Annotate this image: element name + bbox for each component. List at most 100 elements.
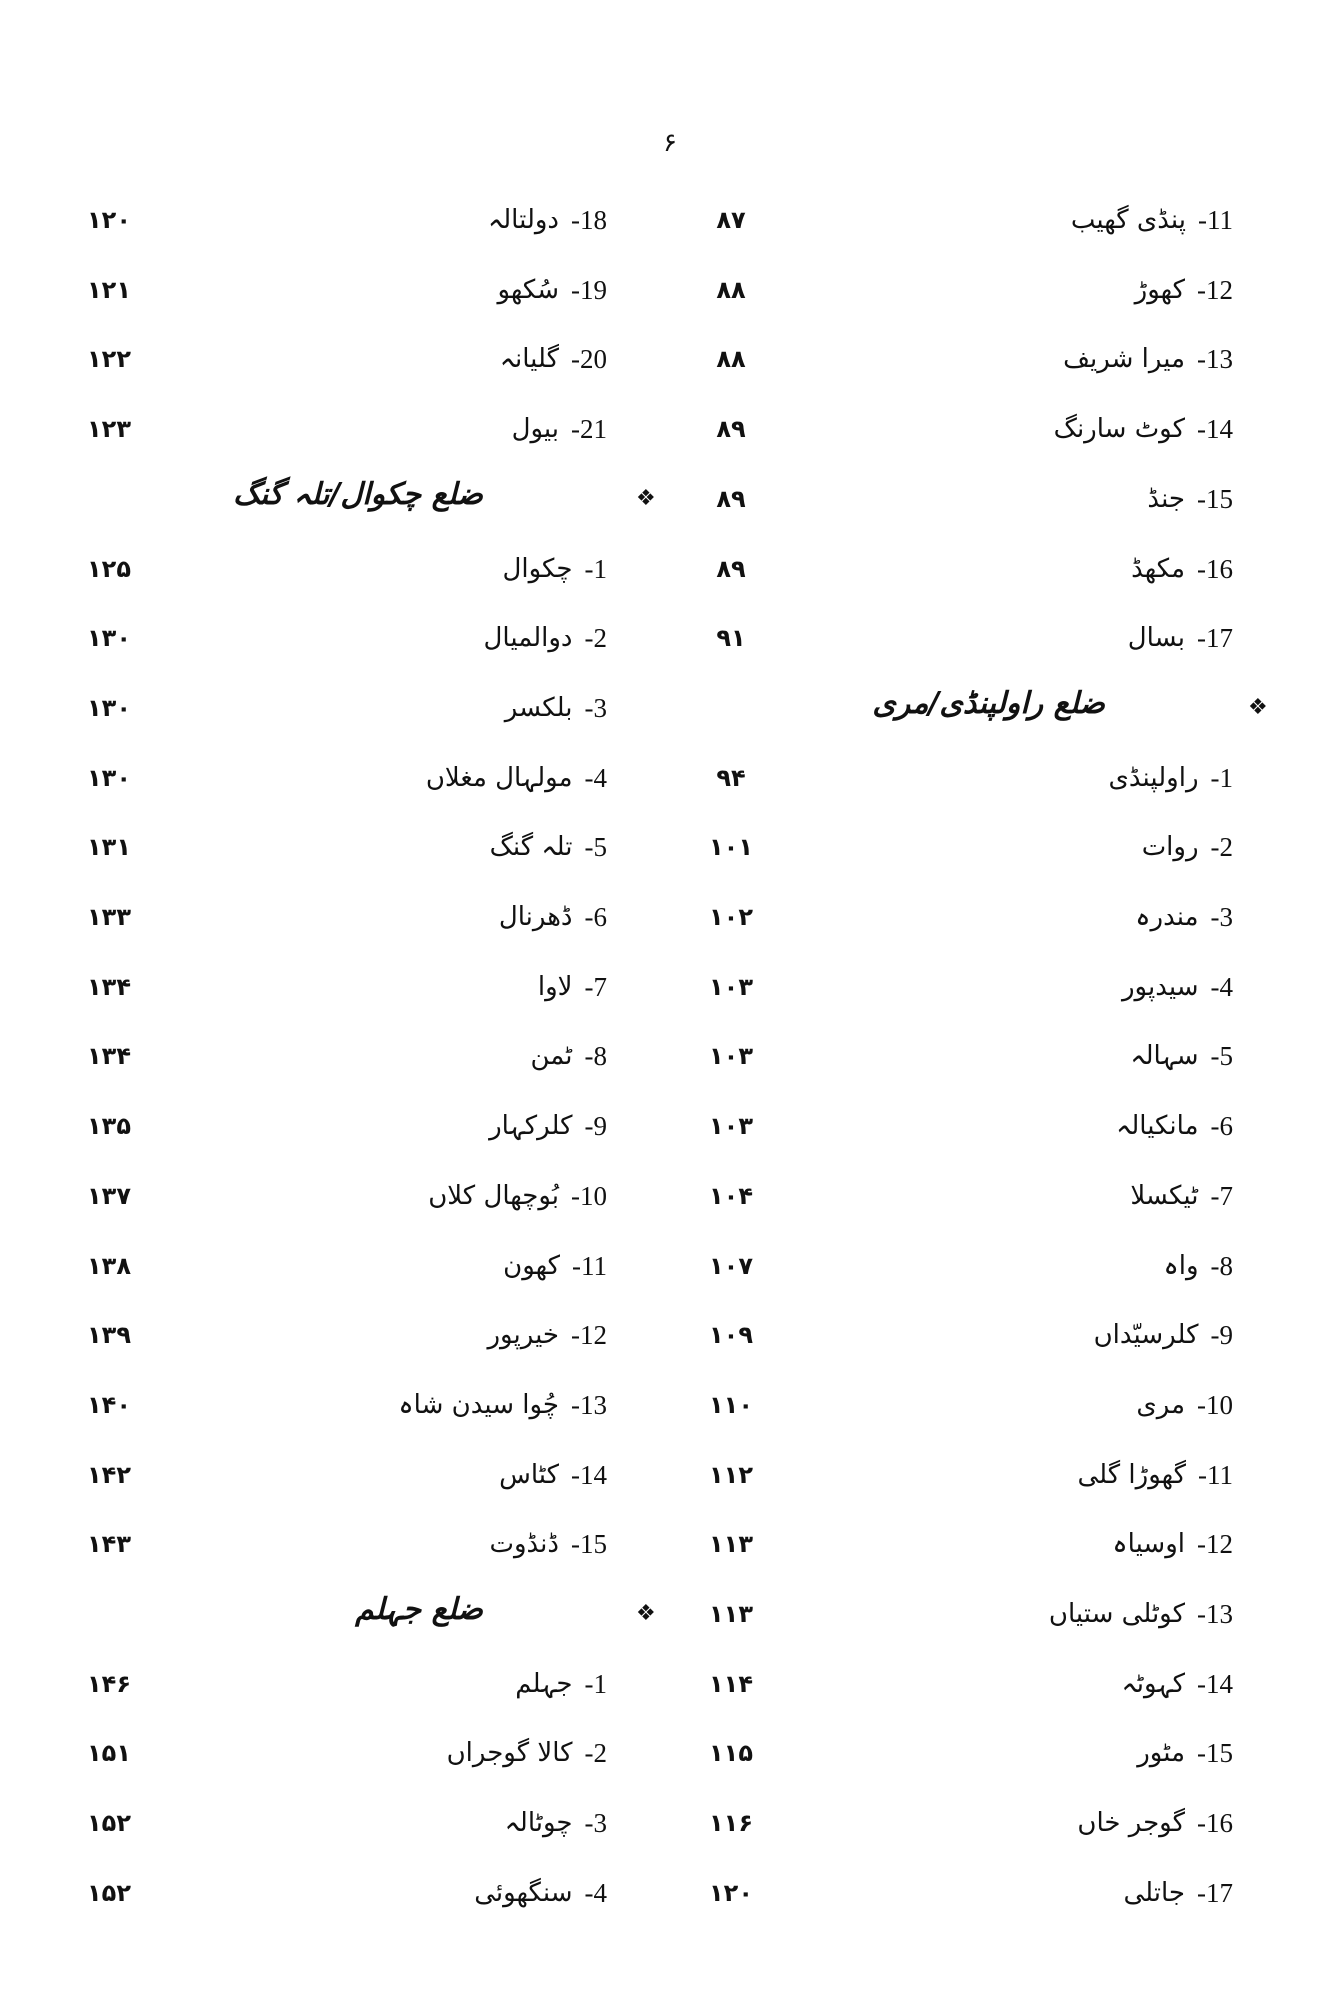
toc-entry: سنگھوئی -4 (180, 1873, 607, 1913)
entry-title: ٹیکسلا (1130, 1180, 1199, 1211)
entry-title: کالا گوجراں (446, 1738, 573, 1769)
entry-page-number: ۱۱۴ (709, 1669, 753, 1698)
toc-entry: گلیانہ -20 (180, 339, 607, 379)
toc-entry: سہالہ -5 (820, 1036, 1233, 1076)
entry-number: -14 (571, 1459, 607, 1490)
toc-entry: ڈھرنال -6 (180, 897, 607, 937)
toc-entry: کالا گوجراں -2 (180, 1733, 607, 1773)
entry-page-number: ۱۴۰ (87, 1390, 131, 1419)
entry-title: مٹور (1137, 1738, 1185, 1769)
entry-page-number: ۱۲۰ (709, 1878, 753, 1907)
toc-entry: چُوا سیدن شاہ -13 (180, 1385, 607, 1425)
entry-title: واہ (1163, 1250, 1199, 1281)
entry-page-number: ۱۰۲ (709, 903, 753, 931)
toc-entry: گوجر خاں -16 (820, 1803, 1233, 1843)
diamond-bullet-icon: ❖ (1248, 694, 1268, 720)
entry-title: بیول (511, 414, 559, 445)
entry-number: -2 (1210, 832, 1234, 863)
toc-entry: سیدپور -4 (820, 967, 1233, 1007)
entry-number: -2 (584, 623, 608, 654)
entry-page-number: ۱۲۳ (87, 415, 131, 444)
entry-page-number: ۱۵۲ (87, 1809, 131, 1838)
entry-title: ڈنڈوت (489, 1529, 560, 1560)
toc-entry: بیول -21 (180, 409, 607, 449)
entry-title: ٹمن (530, 1041, 573, 1072)
entry-title: بلکسر (504, 692, 573, 723)
entry-page-number: ۱۰۱ (709, 833, 753, 862)
entry-title: کھون (503, 1250, 560, 1281)
entry-number: -1 (1210, 762, 1234, 793)
toc-entry: کوٹلی ستیاں -13 (820, 1594, 1233, 1634)
entry-number: -2 (584, 1738, 608, 1769)
entry-number: -16 (1197, 1808, 1233, 1839)
entry-title: جاتلی (1123, 1877, 1185, 1908)
entry-page-number: ۹۴ (716, 763, 746, 792)
entry-page-number: ۸۹ (716, 484, 746, 513)
diamond-bullet-icon: ❖ (636, 1601, 656, 1626)
entry-title: دولتالہ (488, 205, 559, 235)
entry-number: -3 (584, 692, 608, 723)
entry-number: -16 (1197, 553, 1233, 584)
entry-page-number: ۱۳۰ (87, 763, 131, 792)
toc-entry: چکوال -1 (180, 549, 607, 589)
toc-entry: میرا شریف -13 (820, 339, 1233, 379)
entry-page-number: ۱۰۳ (709, 972, 753, 1001)
toc-entry: تلہ گنگ -5 (180, 827, 607, 867)
entry-number: -10 (1197, 1389, 1233, 1420)
entry-number: -13 (1197, 1599, 1233, 1629)
toc-entry: گھوڑا گلی -11 (820, 1455, 1234, 1495)
entry-number: -13 (1197, 344, 1233, 375)
entry-number: -12 (1197, 1529, 1233, 1560)
entry-number: -6 (584, 902, 608, 932)
entry-number: -10 (571, 1180, 607, 1211)
toc-entry: کلرسیّداں -9 (820, 1315, 1233, 1355)
entry-title: سیدپور (1121, 971, 1199, 1002)
entry-page-number: ۱۵۱ (87, 1739, 131, 1768)
toc-entry: مری -10 (820, 1385, 1233, 1425)
entry-page-number: ۱۳۰ (87, 624, 131, 653)
entry-number: -11 (572, 1250, 607, 1281)
toc-entry: ڈنڈوت -15 (180, 1524, 608, 1564)
entry-number: -21 (571, 414, 607, 445)
entry-title: راولپنڈی (1108, 762, 1199, 793)
entry-page-number: ۹۱ (716, 624, 746, 653)
entry-title: کلرکہار (489, 1111, 573, 1142)
entry-title: مانکیالہ (1116, 1111, 1199, 1142)
entry-number: -6 (1210, 1111, 1234, 1142)
entry-number: -14 (1197, 1668, 1233, 1699)
entry-title: چکوال (502, 553, 573, 584)
entry-title: سُکھو (497, 274, 559, 305)
entry-title: کھوڑ (1134, 274, 1185, 305)
section-heading: ضلع راولپنڈی/مری (872, 685, 1105, 721)
entry-number: -17 (1197, 1877, 1233, 1908)
entry-page-number: ۸۹ (716, 554, 746, 583)
entry-title: مکھڈ (1131, 553, 1185, 584)
entry-title: گوجر خاں (1077, 1808, 1185, 1839)
entry-title: کوٹ سارنگ (1053, 414, 1185, 445)
entry-number: -11 (1198, 205, 1233, 235)
entry-page-number: ۱۱۳ (709, 1530, 753, 1559)
entry-page-number: ۱۱۰ (709, 1390, 753, 1419)
entry-number: -14 (1197, 414, 1233, 445)
page-number: ۶ (663, 128, 677, 158)
entry-number: -3 (1210, 902, 1234, 932)
entry-title: ڈھرنال (498, 902, 573, 932)
toc-entry: جہلم -1 (180, 1664, 607, 1704)
toc-entry: سُکھو -19 (180, 270, 607, 310)
entry-number: -15 (1197, 1738, 1233, 1769)
entry-page-number: ۱۳۸ (87, 1251, 131, 1280)
toc-entry: مٹور -15 (820, 1733, 1233, 1773)
toc-entry: مکھڈ -16 (820, 549, 1233, 589)
entry-number: -12 (1197, 274, 1233, 305)
entry-page-number: ۱۰۳ (709, 1042, 753, 1071)
entry-title: جنڈ (1147, 483, 1185, 514)
entry-title: پنڈی گھیب (1070, 205, 1186, 235)
entry-number: -5 (1210, 1041, 1234, 1072)
entry-page-number: ۱۲۱ (87, 275, 131, 304)
entry-title: دوالمیال (483, 623, 573, 654)
entry-number: -13 (571, 1389, 607, 1420)
toc-entry: کھون -11 (180, 1246, 607, 1286)
entry-title: جہلم (515, 1668, 573, 1699)
toc-entry: پنڈی گھیب -11 (820, 200, 1233, 240)
entry-number: -4 (584, 1877, 608, 1908)
